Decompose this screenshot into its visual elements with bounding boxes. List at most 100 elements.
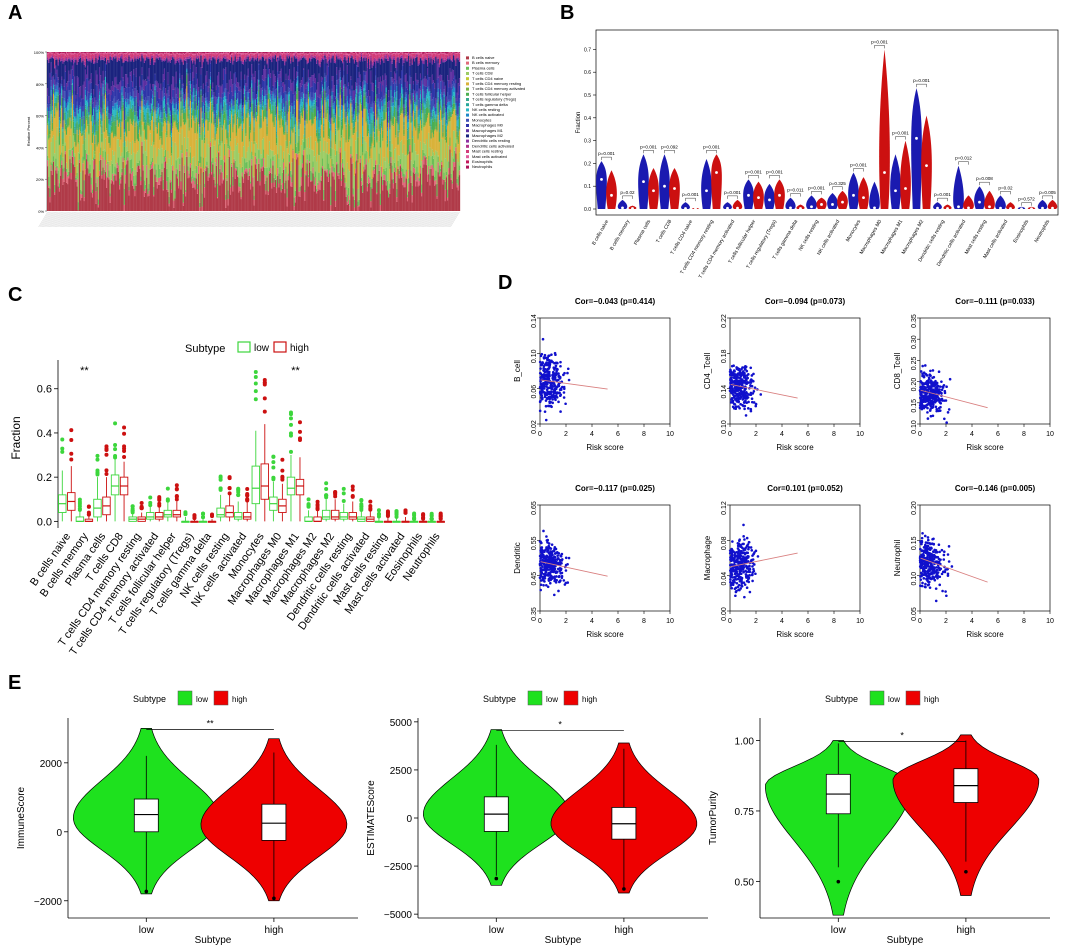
- bar-segment: [253, 176, 255, 196]
- bar-segment: [117, 60, 120, 85]
- bar-segment: [224, 162, 226, 211]
- bar-segment: [80, 52, 82, 54]
- bar-segment: [64, 90, 67, 102]
- bar-segment: [118, 178, 121, 186]
- bar-segment: [113, 55, 115, 57]
- bar-segment: [244, 97, 246, 105]
- bar-segment: [231, 56, 233, 58]
- bar-segment: [236, 61, 239, 83]
- bar-segment: [128, 131, 130, 153]
- bar-segment: [84, 90, 87, 96]
- bar-segment: [288, 161, 291, 164]
- bar-segment: [137, 162, 140, 166]
- bar-segment: [103, 52, 105, 55]
- bar-segment: [211, 109, 213, 123]
- bar-segment: [62, 168, 64, 179]
- bar-segment: [177, 185, 180, 189]
- bar-segment: [56, 168, 58, 174]
- bar-segment: [198, 55, 200, 57]
- bar-segment: [167, 121, 169, 152]
- bar-segment: [214, 123, 216, 128]
- bar-segment: [91, 53, 94, 57]
- bar-segment: [135, 121, 137, 123]
- x-tick-label: [93, 211, 104, 228]
- bar-segment: [144, 188, 147, 193]
- bar-segment: [261, 158, 264, 167]
- bar-segment: [169, 115, 172, 125]
- bar-segment: [206, 82, 208, 98]
- bar-segment: [77, 110, 80, 114]
- bar-segment: [187, 99, 189, 104]
- bar-segment: [139, 137, 141, 161]
- bar-segment: [102, 81, 104, 85]
- bar-segment: [279, 52, 281, 55]
- bar-segment: [135, 100, 137, 112]
- bar-segment: [82, 53, 84, 57]
- bar-segment: [265, 53, 267, 55]
- bar-segment: [102, 52, 104, 53]
- bar-segment: [118, 52, 121, 54]
- bar-segment: [126, 87, 128, 99]
- bar-segment: [206, 119, 208, 120]
- bar-segment: [107, 109, 109, 118]
- bar-segment: [176, 119, 179, 123]
- bar-segment: [174, 56, 176, 60]
- bar-segment: [189, 81, 192, 85]
- bar-segment: [192, 52, 194, 54]
- x-tick-label: [215, 211, 225, 228]
- bar-segment: [298, 91, 300, 110]
- bar-segment: [268, 107, 271, 110]
- bar-segment: [232, 84, 234, 96]
- bar-segment: [175, 174, 177, 211]
- bar-segment: [233, 111, 235, 112]
- bar-segment: [97, 176, 100, 200]
- bar-segment: [195, 103, 198, 116]
- bar-segment: [127, 157, 129, 161]
- bar-segment: [87, 53, 89, 59]
- x-tick-label: [261, 211, 271, 228]
- bar-segment: [292, 55, 294, 61]
- bar-segment: [117, 54, 120, 57]
- bar-segment: [133, 175, 135, 186]
- bar-segment: [277, 80, 279, 83]
- bar-segment: [218, 117, 220, 119]
- bar-segment: [97, 204, 100, 208]
- bar-segment: [78, 52, 81, 56]
- bar-segment: [82, 98, 84, 106]
- bar-segment: [170, 84, 173, 104]
- bar-segment: [59, 60, 62, 62]
- bar-segment: [149, 133, 151, 164]
- bar-segment: [142, 89, 144, 95]
- bar-segment: [71, 53, 74, 55]
- bar-segment: [89, 83, 91, 94]
- bar-segment: [264, 81, 266, 89]
- bar-segment: [186, 75, 188, 84]
- bar-segment: [56, 97, 58, 104]
- bar-segment: [135, 58, 137, 61]
- bar-segment: [248, 89, 251, 93]
- bar-segment: [55, 65, 57, 74]
- bar-segment: [134, 106, 136, 112]
- bar-segment: [72, 75, 75, 95]
- bar-segment: [76, 172, 78, 179]
- bar-segment: [215, 157, 218, 159]
- bar-segment: [291, 52, 293, 53]
- bar-segment: [212, 163, 214, 165]
- bar-segment: [116, 89, 118, 101]
- bar-segment: [241, 128, 244, 131]
- bar-segment: [108, 136, 110, 143]
- x-tick-label: [196, 211, 206, 228]
- bar-segment: [56, 58, 58, 60]
- bar-segment: [91, 159, 94, 190]
- bar-segment: [93, 62, 95, 64]
- bar-segment: [152, 141, 154, 158]
- bar-segment: [280, 109, 282, 117]
- bar-segment: [106, 98, 108, 108]
- bar-segment: [261, 139, 264, 159]
- bar-segment: [244, 85, 246, 90]
- bar-segment: [266, 175, 268, 178]
- bar-segment: [95, 121, 97, 131]
- bar-segment: [229, 120, 232, 122]
- bar-segment: [211, 59, 213, 61]
- bar-segment: [58, 94, 61, 111]
